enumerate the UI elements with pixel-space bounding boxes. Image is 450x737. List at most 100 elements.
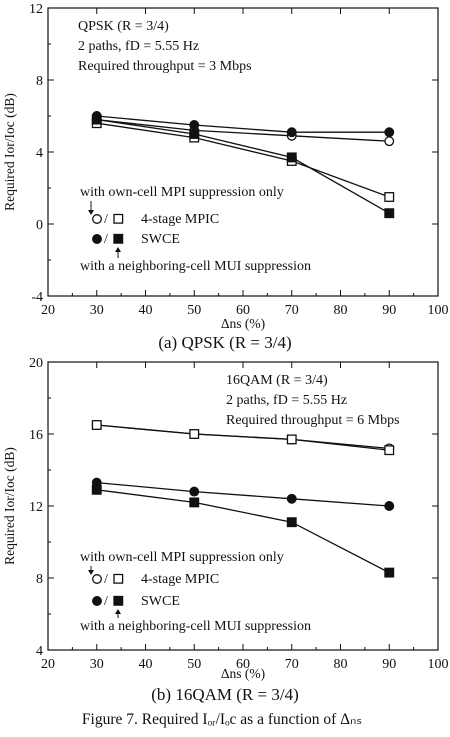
legend-slash: / (104, 232, 108, 247)
data-point (91, 420, 102, 430)
chart-subtitle: (a) QPSK (R = 3/4) (158, 333, 291, 352)
x-tick-label: 40 (139, 657, 153, 672)
legend-filled-square (113, 233, 124, 244)
y-tick-label: -4 (31, 290, 43, 305)
x-tick-label: 20 (41, 657, 55, 672)
x-tick-label: 80 (334, 657, 348, 672)
data-point (384, 192, 395, 202)
legend-own-cell-note: with own-cell MPI suppression only (80, 185, 284, 200)
y-tick-label: 8 (36, 572, 43, 587)
y-axis-label: Required Ior/Ioc (dB) (2, 447, 17, 565)
x-tick-label: 50 (187, 657, 201, 672)
legend-mpic-label: 4-stage MPIC (141, 212, 219, 227)
series-line (96, 118, 390, 142)
x-tick-label: 90 (382, 303, 396, 318)
legend: with own-cell MPI suppression only / 4-sta… (80, 550, 311, 634)
x-tick-label: 60 (236, 303, 250, 318)
data-point (384, 127, 395, 138)
data-point (286, 434, 297, 445)
y-axis-label: Required Ior/Ioc (dB) (2, 93, 17, 211)
data-point (189, 129, 200, 139)
legend-swce-label: SWCE (141, 232, 180, 247)
chart-annotation-line: 16QAM (R = 3/4) (226, 373, 328, 388)
x-tick-label: 80 (334, 303, 348, 318)
legend-mpic-label: 4-stage MPIC (141, 572, 219, 587)
chart-annotation-line: 2 paths, fD = 5.55 Hz (78, 39, 199, 54)
data-point (286, 127, 297, 138)
legend-open-circle (92, 214, 102, 224)
x-tick-label: 50 (187, 303, 201, 318)
series-filled-circle (91, 477, 395, 511)
data-point (384, 567, 395, 578)
chart-annotation-line: 2 paths, fD = 5.55 Hz (226, 393, 347, 408)
data-point (384, 208, 395, 219)
x-tick-label: 100 (428, 303, 449, 318)
data-point (189, 486, 200, 497)
data-point (286, 152, 297, 163)
legend-swce-label: SWCE (141, 594, 180, 609)
x-axis-label: Δns (%) (221, 666, 265, 681)
x-tick-label: 40 (139, 303, 153, 318)
series-line (96, 424, 390, 451)
y-tick-label: 16 (29, 428, 43, 443)
data-point (286, 517, 297, 528)
legend-open-square (113, 573, 124, 584)
legend-own-cell-note: with own-cell MPI suppression only (80, 550, 284, 565)
series-filled-square (91, 114, 395, 219)
x-tick-label: 70 (285, 303, 299, 318)
x-tick-label: 100 (428, 657, 449, 672)
legend-open-circle (92, 574, 102, 584)
x-tick-label: 20 (41, 303, 55, 318)
data-point (384, 136, 395, 147)
legend-filled-circle (92, 596, 102, 606)
y-tick-label: 12 (29, 500, 43, 515)
legend-neighbor-note: with a neighboring-cell MUI suppression (80, 259, 311, 274)
series-open-square (91, 420, 395, 456)
data-point (384, 445, 395, 456)
legend-open-square (113, 213, 124, 224)
legend-arrowhead (88, 570, 94, 575)
legend-slash: / (104, 572, 108, 587)
series-line (96, 122, 390, 198)
y-tick-label: 4 (36, 146, 43, 161)
data-point (189, 429, 200, 439)
legend-arrowhead (115, 609, 121, 614)
chart-panel-b: 20 30 40 50 60 70 80 90 100 4 8 12 16 20 Δns (%) Requir… (2, 356, 449, 704)
data-point (189, 120, 200, 130)
data-point (189, 497, 200, 508)
series-line (96, 489, 390, 574)
y-tick-label: 12 (29, 2, 43, 17)
x-tick-label: 70 (285, 657, 299, 672)
legend-arrowhead (88, 210, 94, 215)
legend-slash: / (104, 212, 108, 227)
legend-slash: / (104, 594, 108, 609)
data-point (91, 484, 102, 495)
data-point (91, 114, 102, 125)
x-tick-label: 30 (90, 657, 104, 672)
x-tick-label: 90 (382, 657, 396, 672)
y-tick-label: 8 (36, 74, 43, 89)
x-tick-label: 60 (236, 657, 250, 672)
chart-annotation-line: Required throughput = 3 Mbps (78, 59, 252, 74)
series-line (96, 481, 390, 507)
y-tick-label: 0 (36, 218, 43, 233)
legend: with own-cell MPI suppression only / 4-sta… (80, 185, 311, 274)
chart-annotation-line: QPSK (R = 3/4) (78, 19, 169, 34)
legend-filled-circle (92, 234, 102, 244)
data-point (384, 501, 395, 511)
chart-subtitle: (b) 16QAM (R = 3/4) (151, 685, 298, 704)
chart-annotation-line: Required throughput = 6 Mbps (226, 413, 400, 428)
x-tick-label: 30 (90, 303, 104, 318)
y-tick-label: 20 (29, 356, 43, 371)
series-filled-square (91, 484, 395, 578)
legend-filled-square (113, 595, 124, 606)
series-line (96, 118, 390, 214)
data-point (286, 493, 297, 504)
y-tick-label: 4 (36, 644, 43, 659)
legend-neighbor-note: with a neighboring-cell MUI suppression (80, 619, 311, 634)
legend-arrowhead (115, 247, 121, 252)
series-line (96, 115, 390, 133)
x-axis-label: Δns (%) (221, 316, 265, 331)
